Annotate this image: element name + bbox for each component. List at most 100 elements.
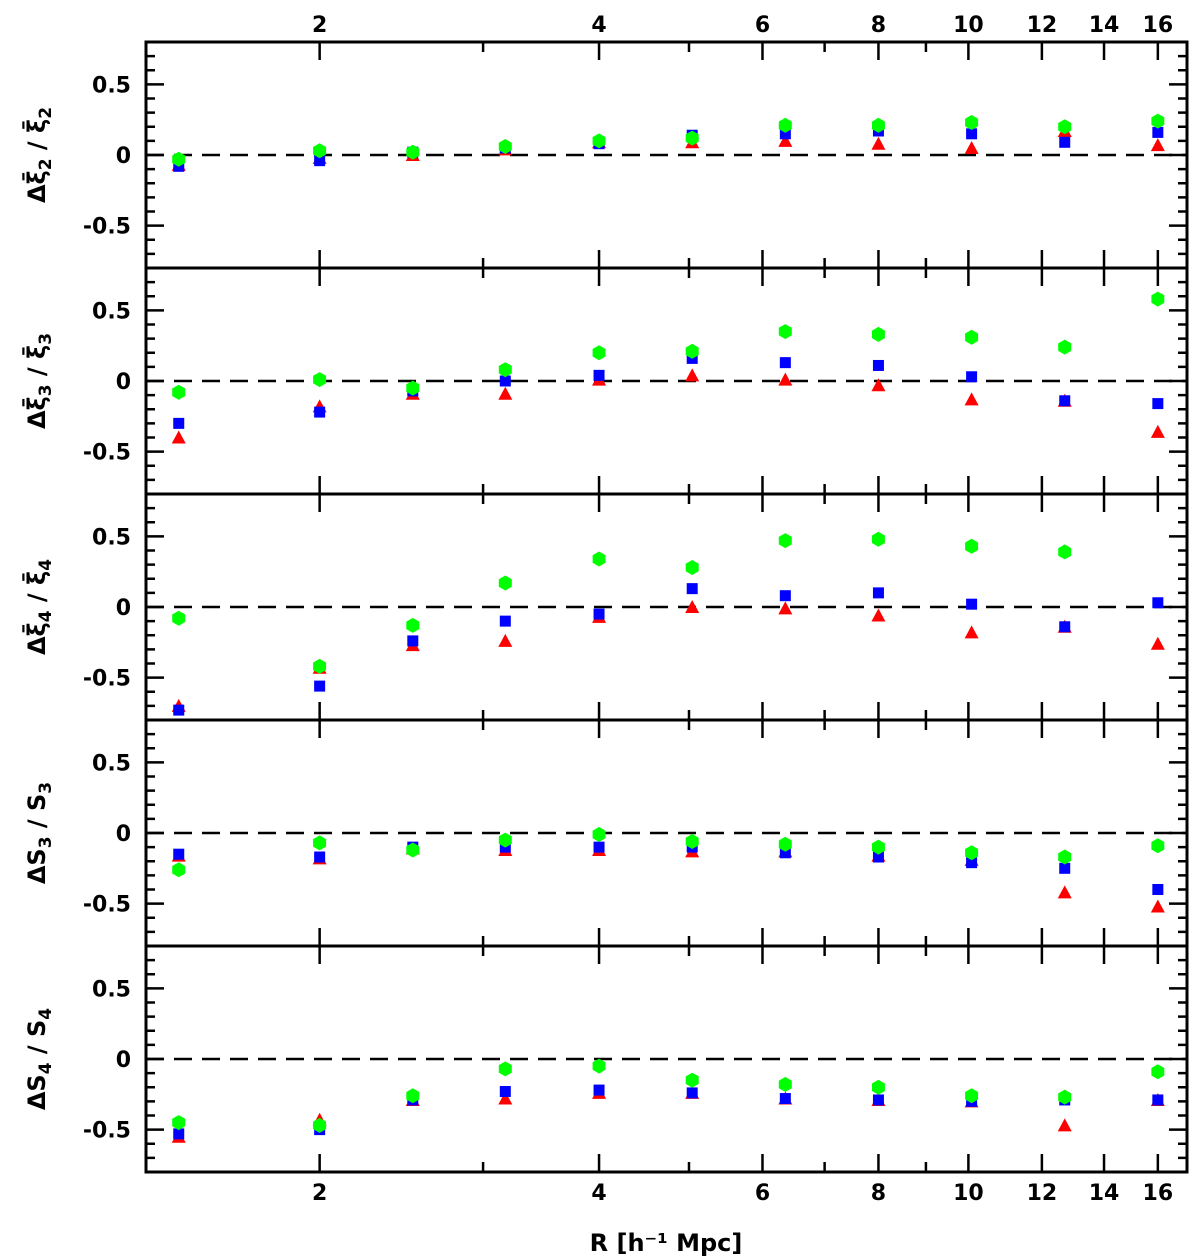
x-tick-label-top: 8 xyxy=(871,13,886,38)
y-tick-label: 0 xyxy=(116,596,131,621)
x-tick-label-top: 4 xyxy=(591,13,606,38)
hexagon-point xyxy=(1058,339,1072,355)
x-tick-label-bottom: 14 xyxy=(1089,1181,1120,1206)
x-tick-label-bottom: 6 xyxy=(755,1181,770,1206)
panel-5: 0.5 0 -0.5 ΔS4 / S4 xyxy=(23,944,1189,1174)
x-tick-label-top: 16 xyxy=(1143,13,1174,38)
y-axis-label: ΔS4 / S4 xyxy=(23,1008,56,1110)
x-tick-label-top: 2 xyxy=(312,13,327,38)
hexagon-point xyxy=(872,839,885,855)
square-point xyxy=(314,155,326,167)
square-point xyxy=(173,704,185,716)
hexagon-point xyxy=(872,531,885,547)
hexagon-point xyxy=(1151,838,1165,854)
square-point xyxy=(499,1085,511,1097)
square-point xyxy=(1059,395,1071,407)
square-point xyxy=(407,635,419,647)
y-tick-label: 0.5 xyxy=(92,751,131,776)
square-point xyxy=(593,841,605,853)
y-axis-label: ΔS3 / S3 xyxy=(23,782,56,884)
square-point xyxy=(1059,136,1071,148)
hexagon-point xyxy=(313,372,327,388)
triangle-point xyxy=(964,140,979,154)
hexagon-point xyxy=(406,380,420,396)
triangle-point xyxy=(685,368,700,382)
square-point xyxy=(872,851,884,863)
y-tick-label: -0.5 xyxy=(83,215,131,240)
panel-3: 0.5 0 -0.5 Δξ̄4 / ξ̄4 xyxy=(21,492,1189,722)
panel-1: 0.5 0 -0.5 Δξ̄2 / ξ̄2 xyxy=(21,40,1189,270)
triangle-point xyxy=(1150,138,1165,152)
hexagon-point xyxy=(685,343,699,359)
triangle-point xyxy=(871,378,886,392)
hexagon-point xyxy=(778,324,792,340)
hexagon-point xyxy=(1151,113,1165,129)
square-point xyxy=(314,406,326,418)
square-point xyxy=(779,847,791,859)
square-point xyxy=(499,375,511,387)
square-point xyxy=(1059,862,1071,874)
triangle-point xyxy=(778,601,793,615)
hexagon-point xyxy=(1058,849,1072,865)
hexagon-point xyxy=(406,1088,420,1104)
hexagon-point xyxy=(406,617,420,633)
hexagon-point xyxy=(592,1058,606,1074)
triangle-point xyxy=(1150,424,1165,438)
hexagon-point xyxy=(406,144,420,160)
panels: 0.50-0.5Δξ̄2 / ξ̄20.50-0.5Δξ̄3 / ξ̄3 0.5 0… xyxy=(21,40,1189,1174)
x-tick-label-bottom: 8 xyxy=(871,1181,886,1206)
y-tick-label: 0.5 xyxy=(92,977,131,1002)
hexagon-point xyxy=(685,560,699,575)
triangle-point xyxy=(498,633,513,647)
triangle-point xyxy=(685,600,700,613)
square-point xyxy=(779,128,791,140)
panel-4: 0.5 0 -0.5 ΔS3 / S3 xyxy=(23,718,1189,948)
triangle-point xyxy=(1150,636,1165,650)
square-point xyxy=(872,359,884,371)
hexagon-point xyxy=(172,862,186,878)
triangle-point xyxy=(871,136,886,150)
square-point xyxy=(593,369,605,381)
square-point xyxy=(1152,884,1164,895)
hexagon-point xyxy=(1058,544,1072,560)
square-point xyxy=(872,587,884,599)
hexagon-point xyxy=(685,1072,699,1088)
hexagon-point xyxy=(872,1079,885,1095)
x-tick-label-bottom: 4 xyxy=(591,1181,606,1206)
y-tick-label: -0.5 xyxy=(83,1119,131,1144)
hexagon-point xyxy=(498,1061,512,1077)
triangle-point xyxy=(498,386,513,400)
triangle-point xyxy=(964,625,979,639)
triangle-point xyxy=(778,133,793,147)
hexagon-point xyxy=(872,117,885,133)
square-point xyxy=(779,1093,791,1105)
square-point xyxy=(1152,398,1164,410)
triangle-point xyxy=(1150,899,1165,913)
y-tick-label: 0.5 xyxy=(92,525,131,550)
hexagon-point xyxy=(965,1088,979,1104)
hexagon-point xyxy=(872,326,885,342)
y-tick-label: 0.5 xyxy=(92,73,131,98)
hexagon-point xyxy=(965,115,979,130)
square-point xyxy=(173,417,185,429)
hexagon-point xyxy=(1151,1064,1165,1080)
bottom-x-axis: 2 4 6 8 10 12 14 16 xyxy=(312,1181,1173,1206)
triangle-point xyxy=(778,372,793,386)
square-point xyxy=(173,1128,185,1140)
x-tick-label-bottom: 16 xyxy=(1143,1181,1174,1206)
square-point xyxy=(966,128,978,140)
hexagon-point xyxy=(965,538,979,554)
hexagon-point xyxy=(313,1117,327,1133)
triangle-point xyxy=(498,1091,513,1105)
triangle-point xyxy=(1057,1118,1072,1132)
panel-2: 0.5 0 -0.5 Δξ̄3 / ξ̄3 xyxy=(21,266,1189,496)
x-tick-label-bottom: 12 xyxy=(1027,1181,1058,1206)
hexagon-point xyxy=(778,533,792,549)
square-point xyxy=(1152,597,1164,609)
hexagon-point xyxy=(778,1076,792,1092)
y-tick-label: 0 xyxy=(116,822,131,847)
hexagon-point xyxy=(592,551,606,567)
hexagon-point xyxy=(685,130,699,146)
triangle-point xyxy=(871,608,886,622)
